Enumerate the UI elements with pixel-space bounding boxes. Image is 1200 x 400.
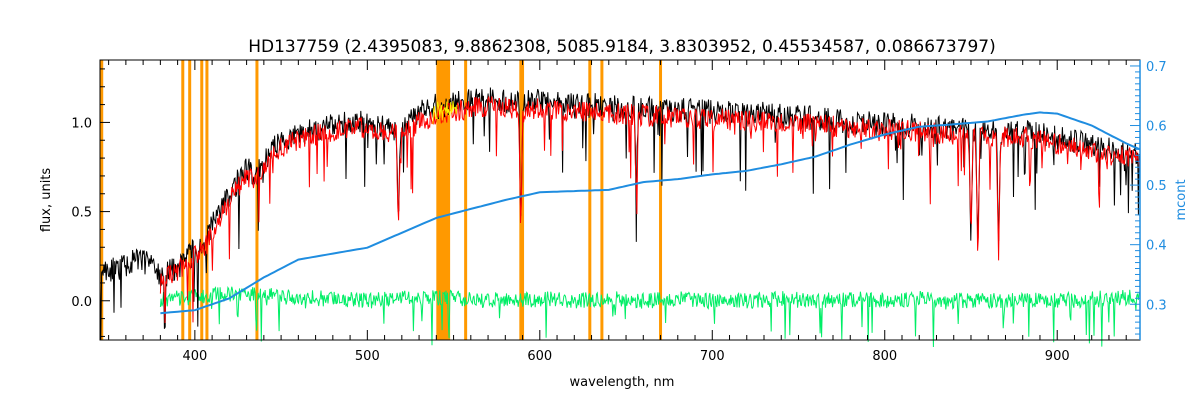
y2-tick-label: 0.6 [1146, 120, 1167, 135]
model-series [159, 95, 1141, 324]
continuum-line [160, 111, 1141, 315]
residual-series [159, 285, 1141, 348]
observed-series [99, 87, 1140, 340]
masked-line-5 [255, 60, 259, 340]
residual-line [159, 285, 1141, 348]
y2-axis-label: mcont [1174, 179, 1189, 220]
y2-tick-label: 0.3 [1146, 298, 1167, 313]
masked-line-1 [181, 60, 185, 340]
highlight-line [432, 100, 458, 125]
y-axis-ticks: 0.0 0.5 1.0 [71, 68, 110, 337]
x-axis-label: wavelength, nm [570, 375, 675, 390]
masked-line-6 [464, 60, 468, 340]
masked-line-9 [588, 60, 592, 340]
y2-tick-label: 0.5 [1146, 179, 1167, 194]
masked-line-10 [600, 60, 604, 340]
y2-tick-label: 0.7 [1146, 60, 1167, 75]
x-tick-label: 900 [1045, 349, 1070, 364]
x-axis-ticks: 400 500 600 700 800 900 [108, 60, 1127, 364]
x-tick-label: 600 [527, 349, 552, 364]
x-tick-label: 800 [872, 349, 897, 364]
x-tick-label: 500 [355, 349, 380, 364]
y-tick-label: 1.0 [71, 116, 92, 131]
masked-line-11 [659, 60, 663, 340]
y-axis-label: flux, units [39, 168, 54, 233]
chart-title: HD137759 (2.4395083, 9.8862308, 5085.918… [248, 37, 996, 57]
y2-tick-label: 0.4 [1146, 239, 1167, 254]
masked-line-0 [100, 60, 104, 340]
observed-line [99, 87, 1140, 340]
masked-line-2 [188, 60, 192, 340]
model-line [159, 95, 1141, 324]
masked-line-3 [200, 60, 204, 340]
x-tick-label: 700 [700, 349, 725, 364]
continuum-series [160, 111, 1141, 315]
masked-line-4 [205, 60, 209, 340]
y-tick-label: 0.0 [71, 295, 92, 310]
masked-band [436, 60, 451, 340]
x-tick-label: 400 [182, 349, 207, 364]
y2-axis-ticks: 0.3 0.4 0.5 0.6 0.7 [1130, 60, 1167, 335]
y-tick-label: 0.5 [71, 206, 92, 221]
masked-line-8 [521, 60, 525, 340]
